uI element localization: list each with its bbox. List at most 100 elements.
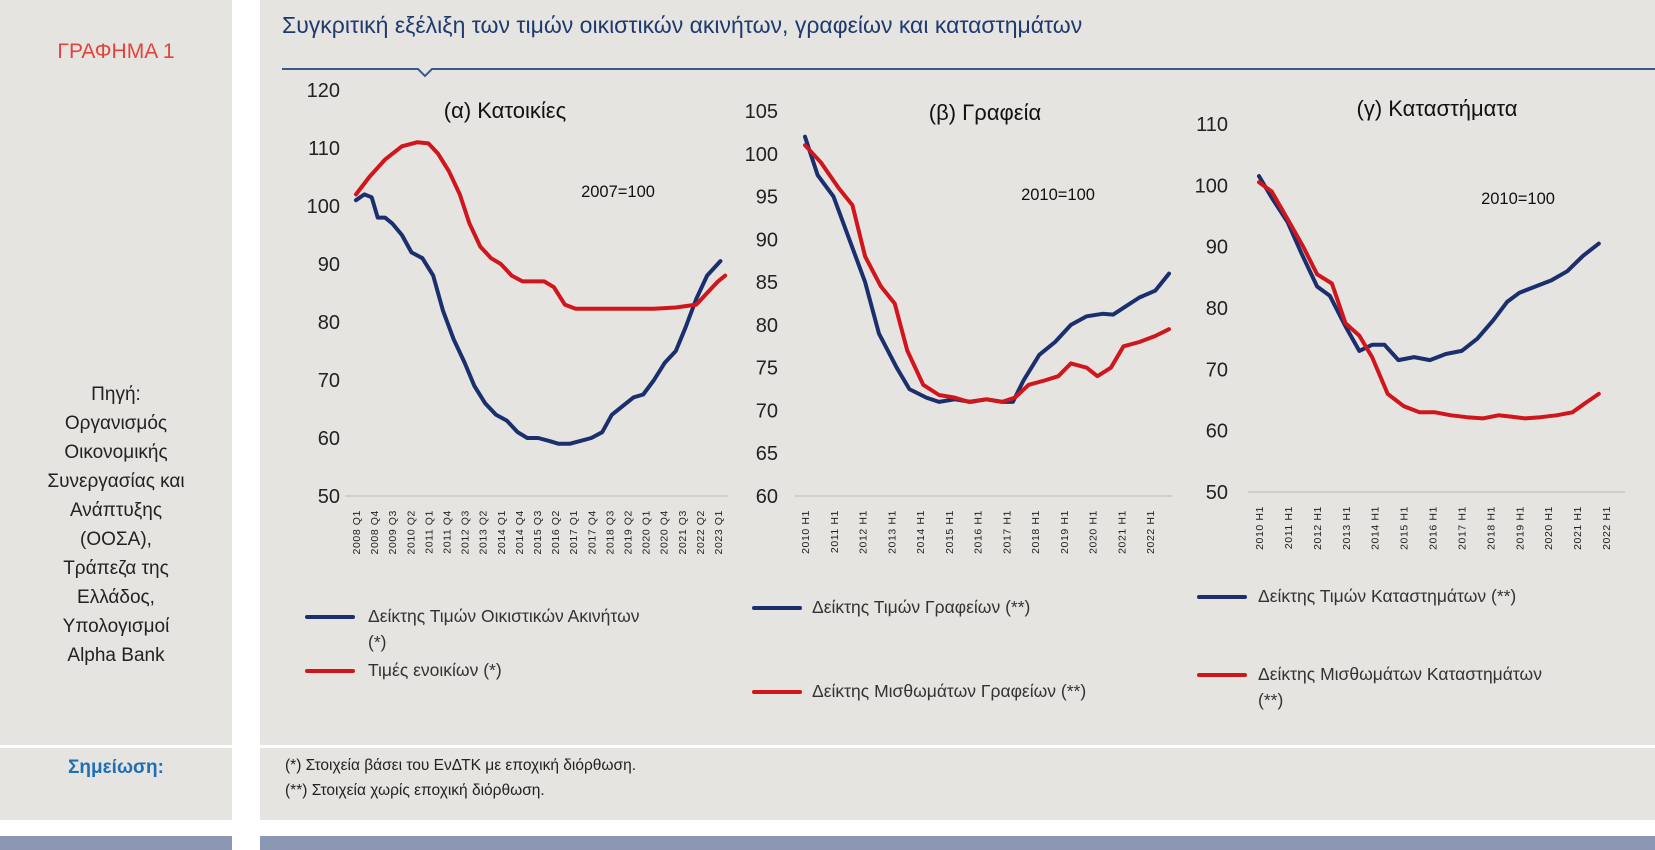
x-tick-label: 2017 H1 — [1001, 510, 1013, 554]
x-tick-label: 2017 H1 — [1456, 506, 1468, 550]
legend-swatch-house-prices — [305, 615, 355, 619]
sidebar-panel — [0, 0, 232, 745]
x-tick-label: 2010 H1 — [1254, 506, 1266, 550]
x-tick-label: 2021 Q3 — [677, 510, 689, 554]
x-tick-label: 2018 H1 — [1030, 510, 1042, 554]
x-tick-label: 2011 H1 — [1283, 506, 1295, 549]
y-tick-label: 60 — [1206, 421, 1228, 443]
y-tick-label: 80 — [756, 315, 778, 337]
rent-index-line — [354, 140, 728, 311]
y-tick-label: 50 — [318, 486, 340, 508]
charts-canvas: 50 60 70 80 90 100 110 120 2008 Q1 2008 Q4 2009 Q3… — [307, 80, 1625, 554]
x-tick-label: 2016 H1 — [1428, 506, 1440, 550]
base-year-annotation: 2010=100 — [1481, 190, 1555, 208]
x-tick-label: 2015 H1 — [944, 510, 956, 554]
legend-label-suffix: (*) — [368, 632, 387, 652]
y-tick-label: 85 — [756, 272, 778, 294]
y-tick-label: 100 — [1195, 175, 1228, 197]
x-tick-label: 2012 H1 — [1312, 506, 1324, 550]
price-index-line — [1257, 174, 1601, 363]
y-tick-label: 90 — [1206, 237, 1228, 259]
y-tick-label: 105 — [745, 101, 778, 123]
legend-swatch-retail-prices — [1197, 595, 1247, 599]
figure-label: ΓΡΑΦΗΜΑ 1 — [57, 40, 175, 63]
source-line: (ΟΟΣΑ), — [80, 529, 152, 550]
note-label-panel — [0, 748, 232, 820]
x-tick-label: 2015 H1 — [1399, 506, 1411, 550]
x-tick-label: 2013 H1 — [1341, 506, 1353, 550]
y-tick-label: 70 — [318, 370, 340, 392]
x-tick-label: 2015 Q3 — [532, 510, 544, 554]
x-tick-label: 2016 Q2 — [550, 510, 562, 554]
note-label: Σημείωση: — [68, 757, 164, 778]
x-tick-label: 2017 Q4 — [586, 510, 598, 554]
title-divider — [282, 68, 1655, 78]
source-line: Ελλάδος, — [77, 587, 155, 608]
x-tick-label: 2020 H1 — [1088, 510, 1100, 554]
x-tick-label: 2013 Q2 — [478, 510, 490, 554]
note-line-2: (**) Στοιχεία χωρίς εποχική διόρθωση. — [285, 782, 545, 799]
y-tick-label: 95 — [756, 187, 778, 209]
y-tick-label: 120 — [307, 80, 340, 102]
chart-title: (α) Κατοικίες — [444, 98, 566, 123]
x-tick-label: 2019 H1 — [1059, 510, 1071, 554]
footer-bar-left — [0, 836, 232, 850]
x-tick-label: 2012 H1 — [858, 510, 870, 554]
x-tick-label: 2014 Q4 — [514, 510, 526, 554]
title-underline — [282, 68, 1655, 78]
y-tick-label: 100 — [307, 196, 340, 218]
rent-index-line — [1257, 180, 1601, 421]
legend-house-prices: Δείκτης Τιμών Οικιστικών Ακινήτων (*) — [368, 603, 738, 655]
y-tick-label: 65 — [756, 443, 778, 465]
x-tick-label: 2010 H1 — [800, 510, 812, 554]
y-tick-label: 90 — [318, 254, 340, 276]
legend-swatch-office-prices — [752, 606, 802, 610]
page-title: Συγκριτική εξέλιξη των τιμών οικιστικών … — [282, 12, 1083, 38]
source-text: Πηγή: Οργανισμός Οικονομικής Συνεργασίας… — [0, 380, 232, 670]
y-tick-label: 90 — [756, 229, 778, 251]
y-tick-label: 60 — [318, 428, 340, 450]
source-line: Συνεργασίας και — [47, 471, 185, 492]
x-tick-label: 2020 H1 — [1543, 506, 1555, 550]
y-tick-label: 100 — [745, 144, 778, 166]
footer-bar-right — [260, 836, 1655, 850]
x-tick-label: 2011 H1 — [829, 510, 841, 553]
x-tick-label: 2012 Q3 — [460, 510, 472, 554]
x-tick-label: 2018 H1 — [1485, 506, 1497, 550]
rent-index-line — [803, 143, 1171, 404]
x-tick-label: 2022 Q2 — [695, 510, 707, 554]
legend-office-prices: Δείκτης Τιμών Γραφείων (**) — [812, 597, 1031, 617]
legend-retail-prices: Δείκτης Τιμών Καταστημάτων (**) — [1258, 586, 1517, 606]
legend-retail-rents: Δείκτης Μισθωμάτων Καταστημάτων (**) — [1258, 661, 1542, 713]
x-tick-label: 2020 Q1 — [641, 510, 653, 554]
base-year-annotation: 2010=100 — [1021, 186, 1095, 204]
x-tick-label: 2014 Q1 — [496, 510, 508, 554]
x-tick-label: 2019 Q2 — [623, 510, 635, 554]
y-tick-label: 50 — [1206, 482, 1228, 504]
x-tick-label: 2020 Q4 — [659, 510, 671, 554]
x-tick-label: 2014 H1 — [915, 510, 927, 554]
legend-label-suffix: (**) — [1258, 690, 1284, 710]
chart-title: (γ) Καταστήματα — [1357, 96, 1518, 121]
base-year-annotation: 2007=100 — [581, 183, 655, 201]
source-line: Υπολογισμοί — [62, 616, 170, 637]
y-tick-label: 60 — [756, 486, 778, 508]
notes-panel — [260, 748, 1655, 820]
x-tick-label: 2011 Q4 — [442, 510, 454, 554]
x-tick-label: 2022 H1 — [1145, 510, 1157, 554]
x-tick-label: 2011 Q1 — [423, 510, 435, 554]
chart-title: (β) Γραφεία — [929, 100, 1042, 125]
x-tick-label: 2023 Q1 — [713, 510, 725, 554]
y-tick-label: 75 — [756, 358, 778, 380]
x-tick-label: 2008 Q4 — [369, 510, 381, 554]
source-line: Alpha Bank — [67, 645, 165, 666]
x-tick-label: 2019 H1 — [1514, 506, 1526, 550]
legend-office-rents: Δείκτης Μισθωμάτων Γραφείων (**) — [812, 681, 1087, 701]
x-tick-label: 2008 Q1 — [351, 510, 363, 554]
main-panel — [260, 0, 1655, 745]
legend-swatch-retail-rents — [1197, 673, 1247, 677]
x-tick-label: 2009 Q3 — [387, 510, 399, 554]
source-line: Πηγή: — [91, 384, 141, 405]
price-index-line — [354, 192, 723, 446]
x-tick-label: 2021 H1 — [1572, 506, 1584, 550]
